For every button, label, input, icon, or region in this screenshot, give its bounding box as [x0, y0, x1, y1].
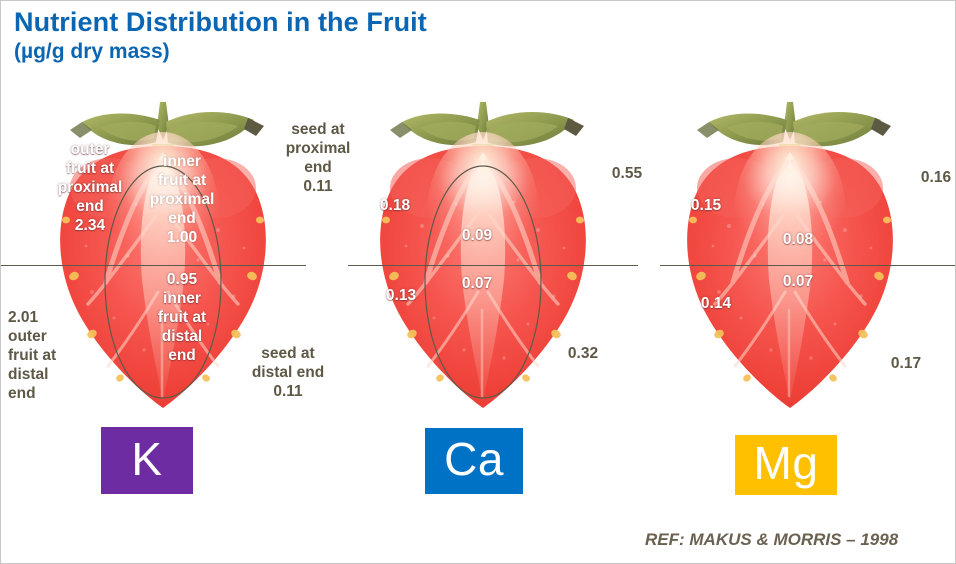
label-outer-distal-ca: 0.13 [385, 287, 417, 304]
label-inner-distal-k: 0.95 inner fruit at distal end [157, 271, 207, 364]
strawberry-illustration-ca [368, 96, 598, 414]
label-inner-proximal-mg: 0.08 [782, 231, 814, 248]
fruit-panel-potassium: outer fruit at proximal end 2.34 inner f… [8, 96, 350, 416]
midline-proximal-distal-ca [348, 265, 638, 266]
label-outer-distal-k: 2.01 outer fruit at distal end [8, 309, 57, 402]
element-chip-ca-label: Ca [444, 433, 504, 485]
element-chip-k-label: K [131, 432, 163, 485]
label-outer-proximal-mg: 0.15 [690, 197, 722, 214]
midline-proximal-distal-k [0, 265, 306, 266]
label-inner-proximal-ca: 0.09 [461, 227, 493, 244]
label-seed-distal-ca: 0.32 [567, 345, 599, 362]
element-chip-ca: Ca [425, 428, 523, 494]
label-inner-distal-ca: 0.07 [461, 275, 493, 292]
fruit-panel-magnesium: 0.15 0.08 0.07 0.14 0.16 0.17 [655, 96, 951, 416]
label-seed-proximal-k: seed at proximal end 0.11 [285, 121, 351, 195]
inner-fruit-ellipse-k [104, 165, 222, 399]
fruit-panel-calcium: 0.18 0.09 0.07 0.13 0.55 0.32 [348, 96, 642, 416]
label-inner-proximal-k: inner fruit at proximal end 1.00 [149, 153, 215, 246]
element-chip-mg: Mg [735, 435, 837, 495]
label-seed-distal-mg: 0.17 [890, 355, 922, 372]
title-subtitle: (µg/g dry mass) [14, 40, 170, 63]
label-outer-proximal-ca: 0.18 [379, 197, 411, 214]
strawberry-illustration-mg [675, 96, 905, 414]
element-chip-mg-label: Mg [753, 437, 819, 489]
label-outer-proximal-k: outer fruit at proximal end 2.34 [57, 141, 123, 234]
label-inner-distal-mg: 0.07 [782, 273, 814, 290]
midline-proximal-distal-mg [660, 265, 956, 266]
label-seed-proximal-mg: 0.16 [920, 169, 952, 186]
element-chip-k: K [101, 427, 193, 494]
label-outer-distal-mg: 0.14 [700, 295, 732, 312]
label-seed-proximal-ca: 0.55 [611, 165, 643, 182]
reference-citation: REF: MAKUS & MORRIS – 1998 [645, 530, 899, 549]
page-title: Nutrient Distribution in the Fruit (µg/g… [14, 6, 427, 65]
label-seed-distal-k: seed at distal end 0.11 [251, 345, 325, 400]
inner-fruit-ellipse-ca [424, 165, 542, 399]
strawberry-illustration-k [48, 96, 278, 414]
title-main: Nutrient Distribution in the Fruit [14, 7, 427, 37]
